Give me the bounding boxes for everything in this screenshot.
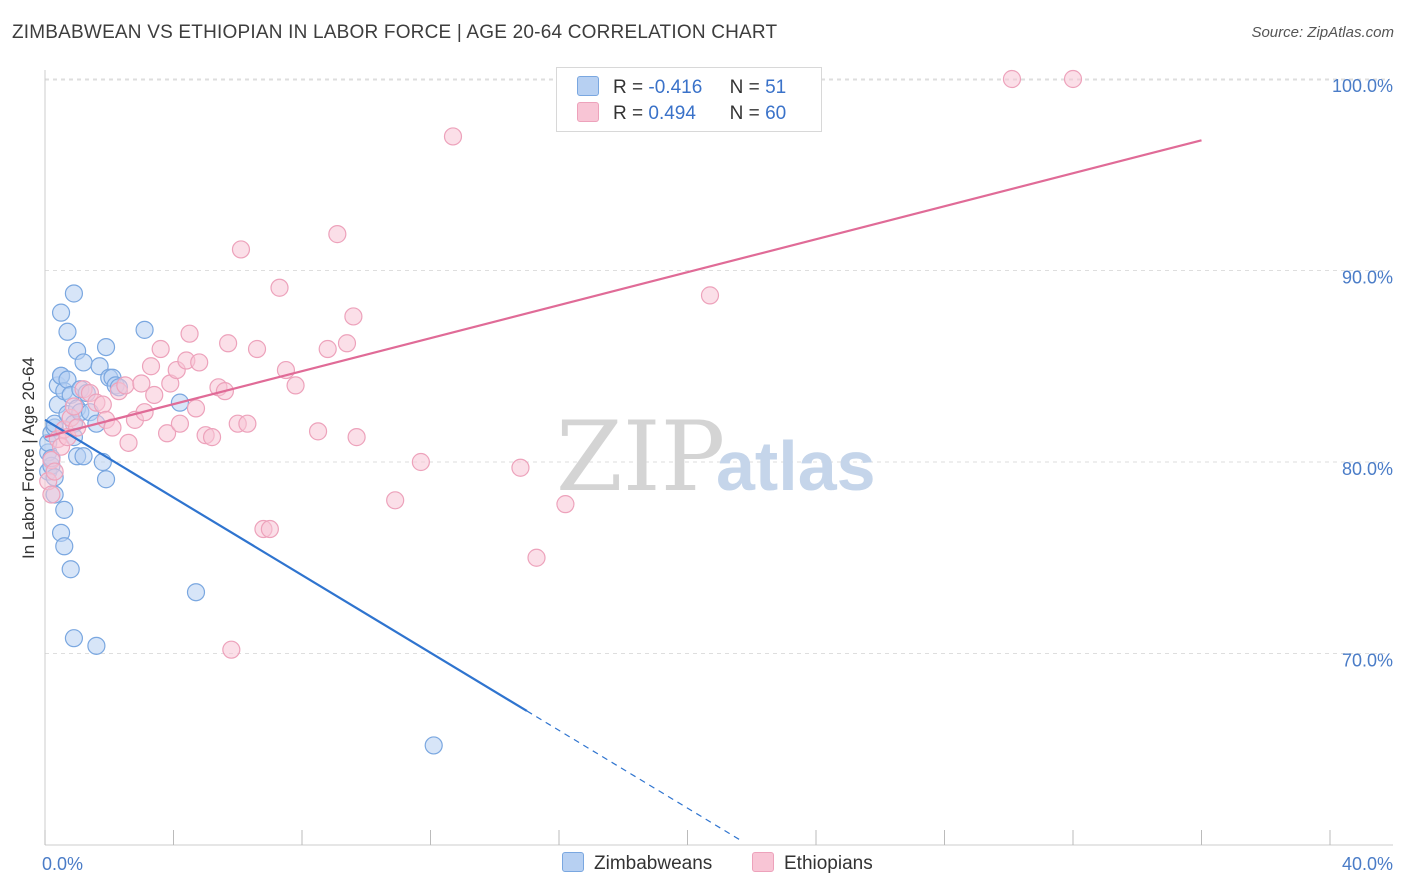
data-point [151, 339, 170, 359]
legend-r-value: 0.494 [648, 103, 696, 124]
legend-row-ethiopians: R = 0.494 N = 60 [577, 102, 786, 128]
data-point [186, 399, 206, 418]
data-point [337, 334, 357, 353]
y-axis-label: In Labor Force | Age 20-64 [19, 357, 38, 559]
x-tick-label-start: 0.0% [42, 854, 83, 874]
watermark-zip: ZIP [556, 401, 725, 513]
data-point [74, 353, 93, 372]
ethiopian-trend-line [44, 139, 1202, 439]
legend-r-label: R = [613, 103, 644, 124]
legend-r-value: -0.416 [648, 77, 703, 98]
data-point [238, 414, 257, 433]
data-point [64, 629, 84, 648]
data-point [96, 338, 116, 357]
data-point [308, 422, 328, 441]
data-point [556, 495, 575, 514]
data-point [527, 548, 546, 567]
data-point [87, 636, 106, 655]
blue-swatch [562, 852, 584, 872]
data-point [1063, 69, 1083, 89]
data-point [55, 537, 74, 556]
data-point [270, 278, 289, 297]
data-point [61, 560, 80, 579]
pink-swatch [752, 852, 774, 872]
data-point [180, 324, 199, 343]
y-tick-label: 70.0% [1342, 651, 1393, 671]
data-point [347, 428, 366, 447]
data-point [141, 357, 161, 376]
data-point [55, 500, 74, 519]
data-point [222, 640, 241, 659]
legend-n-label: N = [729, 77, 760, 98]
x-tick-label-end: 40.0% [1342, 854, 1393, 874]
data-point [170, 414, 190, 433]
legend-n-value: 60 [765, 103, 787, 124]
data-point [93, 395, 112, 414]
bottom-legend-label: Zimbabweans [594, 853, 713, 874]
trend-lines [44, 139, 1202, 842]
bottom-legend-zimbabweans: Zimbabweans [562, 852, 712, 875]
correlation-legend: R = -0.416 N = 51 R = 0.494 N = 60 [556, 67, 822, 132]
data-point [286, 376, 305, 395]
zimbabwean-trend-line [44, 418, 528, 712]
zimbabwean-trend-extension [526, 710, 743, 842]
data-point [231, 240, 251, 259]
data-point [328, 225, 347, 244]
data-point [64, 284, 84, 303]
data-point [219, 334, 238, 353]
data-point [116, 376, 135, 395]
zimbabwean-points [39, 284, 443, 755]
ethiopian-points [39, 69, 1083, 659]
y-tick-label: 90.0% [1342, 268, 1393, 288]
data-point [443, 127, 463, 146]
data-point [202, 428, 222, 447]
data-point [157, 424, 177, 443]
chart-title: ZIMBABWEAN VS ETHIOPIAN IN LABOR FORCE |… [12, 22, 778, 43]
legend-row-zimbabweans: R = -0.416 N = 51 [577, 76, 786, 102]
source-label: Source: ZipAtlas.com [1251, 24, 1394, 41]
pink-swatch [577, 102, 599, 122]
data-point [700, 286, 720, 305]
data-point [132, 374, 151, 393]
data-point [260, 519, 279, 539]
data-point [58, 322, 77, 341]
data-point [386, 491, 405, 510]
y-tick-label: 80.0% [1342, 459, 1393, 479]
legend-n-label: N = [729, 103, 760, 124]
data-point [511, 458, 530, 477]
legend-r-label: R = [613, 77, 644, 98]
grid-lines [45, 78, 1390, 654]
data-point [45, 462, 64, 481]
bottom-legend-label: Ethiopians [784, 853, 873, 874]
data-point [135, 320, 154, 339]
y-tick-label: 100.0% [1332, 76, 1393, 96]
data-point [145, 385, 164, 405]
data-point [247, 339, 267, 359]
bottom-legend-ethiopians: Ethiopians [752, 852, 873, 875]
data-point [119, 433, 138, 452]
data-point [42, 485, 61, 504]
data-point [1002, 69, 1022, 89]
watermark-atlas: atlas [716, 427, 876, 505]
data-point [424, 736, 443, 755]
data-point [74, 447, 93, 466]
blue-swatch [577, 76, 599, 96]
data-point [96, 470, 116, 489]
legend-n-value: 51 [765, 77, 787, 98]
data-point [51, 303, 71, 322]
data-point [411, 452, 430, 472]
data-point [190, 353, 209, 372]
data-point [318, 339, 337, 359]
watermark: ZIP atlas [556, 401, 876, 513]
data-point [186, 583, 206, 602]
data-point [344, 307, 363, 326]
axis-labels: 70.0% 80.0% 90.0% 100.0% 0.0% 40.0% In Labor F… [19, 76, 1393, 874]
data-point [64, 397, 84, 416]
